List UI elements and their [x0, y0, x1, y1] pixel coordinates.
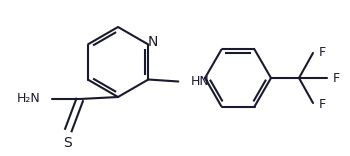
- Text: N: N: [148, 36, 159, 49]
- Text: HN: HN: [190, 75, 209, 88]
- Text: F: F: [319, 98, 326, 110]
- Text: S: S: [63, 136, 71, 150]
- Text: F: F: [319, 46, 326, 58]
- Text: H₂N: H₂N: [16, 93, 40, 105]
- Text: F: F: [333, 71, 340, 85]
